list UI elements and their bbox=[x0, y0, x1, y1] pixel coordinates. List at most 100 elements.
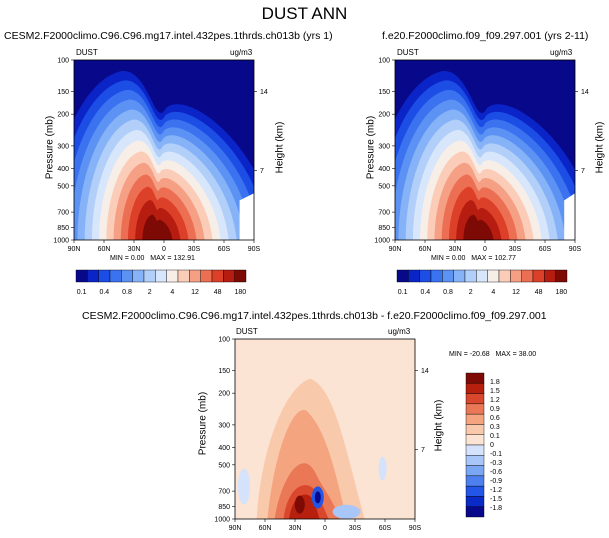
panel3-min: -20.68 bbox=[469, 351, 490, 358]
colorbar-label: 0.8 bbox=[122, 289, 132, 296]
x-tick-label: 60S bbox=[379, 525, 392, 532]
colorbar-swatch bbox=[87, 269, 99, 283]
y-tick-label: 150 bbox=[218, 368, 230, 375]
colorbar-label: -0.9 bbox=[490, 478, 502, 485]
y2-tick-label: 14 bbox=[581, 89, 589, 96]
colorbar-label: 1.5 bbox=[490, 388, 500, 395]
colorbar-label: 0.1 bbox=[490, 433, 500, 440]
dust-field bbox=[74, 60, 254, 240]
y-tick-label: 1000 bbox=[214, 517, 230, 524]
y-tick-label: 300 bbox=[218, 422, 230, 429]
colorbar-swatch bbox=[555, 269, 568, 283]
y-tick-label: 500 bbox=[218, 462, 230, 469]
colorbar-swatch bbox=[177, 269, 190, 283]
colorbar-swatch bbox=[408, 269, 420, 283]
panel3-max-label: MAX = bbox=[495, 351, 517, 358]
diff-field bbox=[235, 339, 415, 519]
y-tick-label: 400 bbox=[57, 166, 69, 173]
colorbar-label: -0.1 bbox=[490, 451, 502, 458]
colorbar-swatch bbox=[166, 269, 179, 283]
main-title: DUST ANN bbox=[261, 4, 348, 23]
y-tick-label: 200 bbox=[57, 112, 69, 119]
panel1-colorbar: 0.1 0.4 0.8 2 4 12 48 180 bbox=[75, 269, 247, 296]
panel2-min-label: MIN = bbox=[431, 255, 450, 262]
y2-tick-label: 14 bbox=[260, 89, 268, 96]
colorbar-label: 1.2 bbox=[490, 397, 500, 404]
colorbar-swatch bbox=[155, 269, 167, 283]
colorbar-swatch bbox=[465, 372, 485, 384]
panel2-plot: 90N 60N 30N 0 30S 60S 90S 100 150 200 300 400 500 700… bbox=[374, 58, 589, 254]
dust-level bbox=[142, 214, 173, 240]
diff-level bbox=[378, 456, 387, 481]
colorbar-swatch bbox=[465, 475, 485, 487]
y-tick-label: 100 bbox=[378, 58, 390, 65]
y-tick-label: 700 bbox=[57, 210, 69, 217]
y-tick-label: 500 bbox=[378, 183, 390, 190]
colorbar-label: 180 bbox=[555, 289, 567, 296]
colorbar-swatch bbox=[223, 269, 235, 283]
colorbar-label: 12 bbox=[191, 289, 199, 296]
y-tick-label: 850 bbox=[218, 504, 230, 511]
panel1-title: CESM2.F2000climo.C96.C96.mg17.intel.432p… bbox=[4, 30, 333, 42]
panel2-variable: DUST bbox=[397, 48, 419, 57]
colorbar-swatch bbox=[396, 269, 409, 283]
colorbar-swatch bbox=[189, 269, 201, 283]
colorbar-swatch bbox=[498, 269, 511, 283]
colorbar-swatch bbox=[465, 485, 485, 497]
panel3-variable: DUST bbox=[236, 327, 258, 336]
x-tick-label: 90S bbox=[569, 246, 582, 253]
colorbar-swatch bbox=[544, 269, 556, 283]
y-tick-label: 400 bbox=[218, 445, 230, 452]
colorbar-swatch bbox=[465, 393, 485, 405]
panel2-title: f.e20.F2000climo.f09_f09.297.001 (yrs 2-… bbox=[382, 30, 589, 42]
y-tick-label: 200 bbox=[378, 112, 390, 119]
dust-level bbox=[463, 214, 494, 240]
x-tick-label: 90N bbox=[68, 246, 81, 253]
panel3-units: ug/m3 bbox=[388, 327, 411, 336]
colorbar-label: 0.6 bbox=[490, 415, 500, 422]
x-tick-label: 30N bbox=[128, 246, 141, 253]
diff-level bbox=[314, 491, 321, 504]
y2-tick-label: 7 bbox=[260, 168, 264, 175]
panel1-min: 0.00 bbox=[130, 255, 145, 262]
colorbar-label: 1.8 bbox=[490, 379, 500, 386]
panel3-colorbar: 1.8 1.5 1.2 0.9 0.6 0.3 0.1 0 -0.1 -0.3 -0.6 -0.9 -1… bbox=[465, 372, 502, 518]
colorbar-swatch bbox=[75, 269, 88, 283]
colorbar-swatch bbox=[465, 496, 485, 507]
colorbar-label: 4 bbox=[170, 289, 174, 296]
colorbar-swatch bbox=[465, 455, 485, 466]
colorbar-swatch bbox=[211, 269, 224, 283]
colorbar-swatch bbox=[465, 434, 485, 446]
panel1-plot: 90N 60N 30N 0 30S 60S 90S 100 150 200 300 400 500 700… bbox=[53, 58, 268, 254]
diff-level bbox=[332, 504, 361, 519]
colorbar-swatch bbox=[465, 403, 485, 415]
x-tick-label: 30N bbox=[449, 246, 462, 253]
panel3-title: CESM2.F2000climo.C96.C96.mg17.intel.432p… bbox=[82, 310, 547, 322]
colorbar-swatch bbox=[430, 269, 443, 283]
y-tick-label: 850 bbox=[378, 225, 390, 232]
y-tick-label: 700 bbox=[218, 489, 230, 496]
colorbar-swatch bbox=[465, 506, 485, 518]
panel1-stats: MIN = 0.00 MAX = 132.91 bbox=[110, 255, 195, 262]
colorbar-label: 4 bbox=[491, 289, 495, 296]
colorbar-label: 0.8 bbox=[443, 289, 453, 296]
colorbar-label: 0.4 bbox=[99, 289, 109, 296]
colorbar-label: 2 bbox=[469, 289, 473, 296]
x-tick-label: 30S bbox=[349, 525, 362, 532]
panel3-plot: 90N 60N 30N 0 30S 60S 90S 100 150 200 300 400 500 700… bbox=[214, 337, 428, 533]
colorbar-swatch bbox=[234, 269, 247, 283]
y-tick-label: 300 bbox=[57, 143, 69, 150]
diff-level bbox=[238, 468, 250, 505]
panel2-stats: MIN = 0.00 MAX = 102.77 bbox=[431, 255, 516, 262]
colorbar-label: 48 bbox=[214, 289, 222, 296]
diff-level bbox=[294, 495, 305, 514]
colorbar-swatch bbox=[465, 413, 485, 425]
y-tick-label: 150 bbox=[57, 89, 69, 96]
x-tick-label: 0 bbox=[162, 246, 166, 253]
x-tick-label: 60S bbox=[218, 246, 231, 253]
y-tick-label: 100 bbox=[57, 58, 69, 65]
panel3-stats: MIN = -20.68 MAX = 38.00 bbox=[449, 351, 536, 358]
colorbar-label: 180 bbox=[234, 289, 246, 296]
panel2-min: 0.00 bbox=[451, 255, 466, 262]
colorbar-label: -1.5 bbox=[490, 496, 502, 503]
